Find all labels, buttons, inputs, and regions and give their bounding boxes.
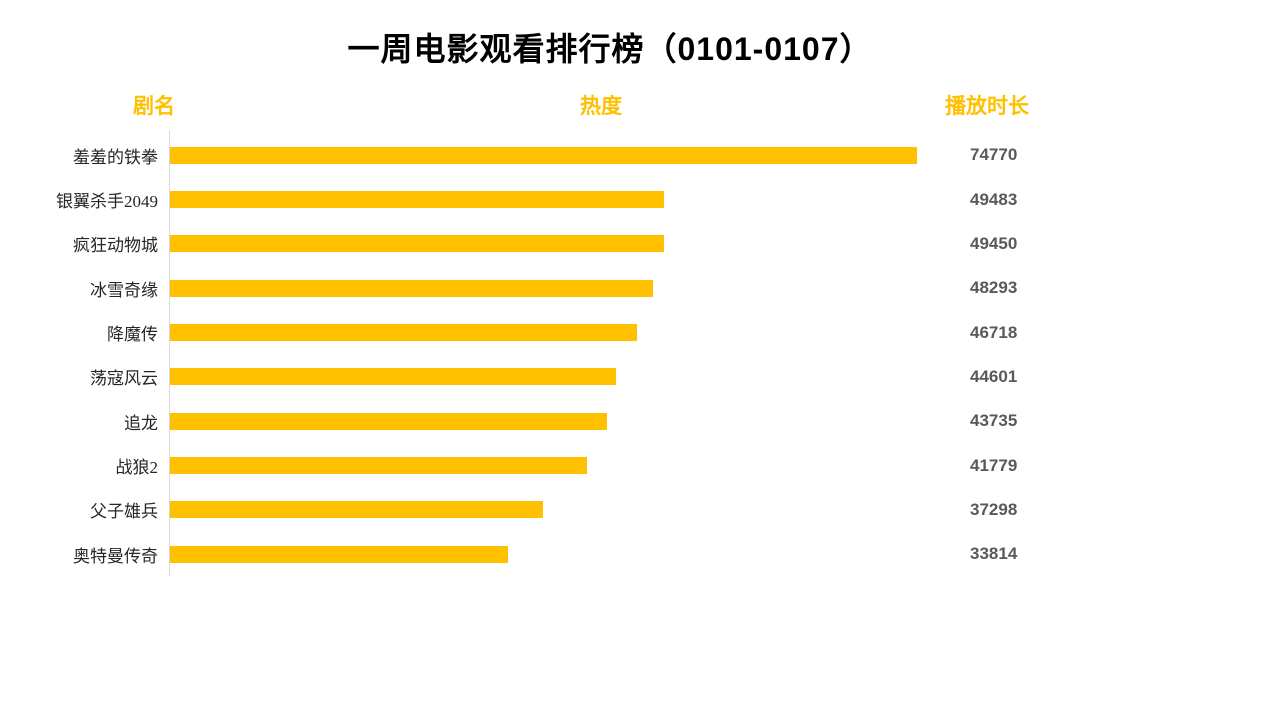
chart-row: 追龙 43735: [0, 399, 1280, 443]
duration-value: 44601: [970, 366, 1018, 386]
column-header-heat: 热度: [580, 95, 622, 118]
heat-bar: [170, 146, 917, 164]
duration-value: 43735: [970, 411, 1018, 431]
duration-value: 37298: [970, 499, 1018, 519]
movie-title-label: 冰雪奇缘: [90, 280, 158, 300]
chart-row: 奥特曼传奇 33814: [0, 532, 1280, 576]
movie-title-label: 追龙: [124, 413, 158, 433]
movie-title-label: 战狼2: [115, 458, 159, 478]
category-axis-line: [169, 130, 170, 576]
heat-bar: [170, 191, 665, 209]
heat-bar: [170, 368, 616, 386]
duration-value: 48293: [970, 278, 1018, 298]
chart-row: 战狼2 41779: [0, 443, 1280, 487]
movie-title-label: 降魔传: [107, 325, 158, 345]
chart-row: 降魔传 46718: [0, 310, 1280, 354]
chart-row: 疯狂动物城 49450: [0, 222, 1280, 266]
chart-row: 羞羞的铁拳 74770: [0, 133, 1280, 177]
movie-title-label: 银翼杀手2049: [56, 192, 158, 212]
heat-bar: [170, 235, 664, 253]
heat-bar: [170, 279, 653, 297]
chart-title: 一周电影观看排行榜（0101-0107）: [347, 31, 873, 67]
heat-bar: [170, 501, 543, 519]
heat-bar: [170, 412, 607, 430]
chart-row: 荡寇风云 44601: [0, 355, 1280, 399]
duration-value: 46718: [970, 322, 1018, 342]
chart-row: 银翼杀手2049 49483: [0, 177, 1280, 221]
heat-bar: [170, 545, 508, 563]
movie-title-label: 疯狂动物城: [73, 236, 158, 256]
movie-title-label: 羞羞的铁拳: [73, 147, 158, 167]
duration-value: 41779: [970, 455, 1018, 475]
duration-value: 49483: [970, 189, 1018, 209]
chart-row: 冰雪奇缘 48293: [0, 266, 1280, 310]
movie-title-label: 荡寇风云: [90, 369, 158, 389]
heat-bar: [170, 324, 637, 342]
bar-plot: 羞羞的铁拳 74770 银翼杀手2049 49483 疯狂动物城 49450 冰…: [0, 130, 1280, 576]
column-header-duration: 播放时长: [945, 95, 1029, 118]
duration-value: 74770: [970, 145, 1018, 165]
movie-title-label: 父子雄兵: [90, 502, 158, 522]
duration-value: 49450: [970, 233, 1018, 253]
movie-title-label: 奥特曼传奇: [73, 546, 158, 566]
chart-row: 父子雄兵 37298: [0, 488, 1280, 532]
heat-bar: [170, 457, 588, 475]
column-header-name: 剧名: [133, 95, 175, 118]
duration-value: 33814: [970, 544, 1018, 564]
